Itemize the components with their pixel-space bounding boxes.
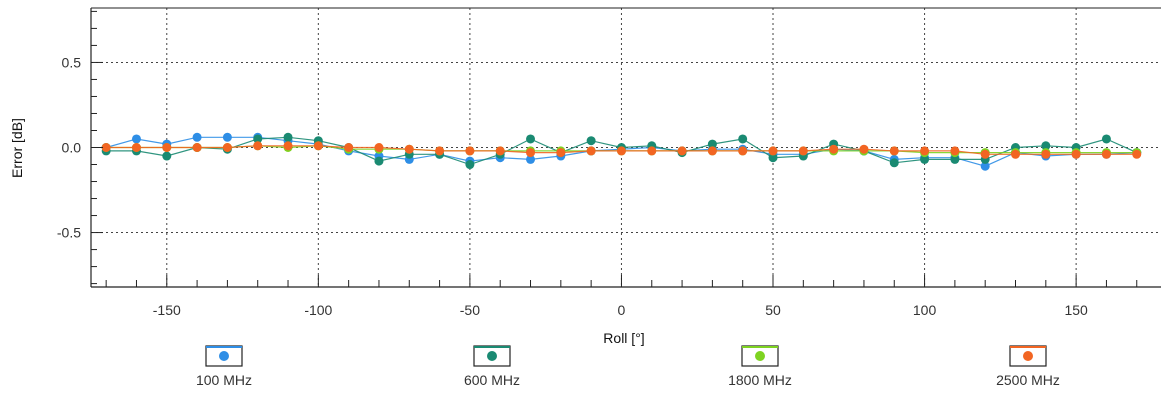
data-point-2500-mhz	[404, 144, 414, 154]
data-point-2500-mhz	[313, 141, 323, 151]
legend-marker	[755, 351, 765, 361]
legend-marker	[1023, 351, 1033, 361]
data-point-2500-mhz	[192, 143, 202, 152]
x-tick-label: -50	[460, 302, 480, 318]
data-point-2500-mhz	[738, 146, 748, 156]
data-point-2500-mhz	[798, 146, 808, 156]
data-point-2500-mhz	[465, 146, 475, 156]
axis-layer: -150 -100 -50 0 50 100 150 0.5 0.0 -0.5	[57, 7, 1161, 318]
data-point-2500-mhz	[162, 143, 172, 152]
data-point-600-mhz	[253, 134, 263, 144]
data-point-2500-mhz	[495, 146, 505, 156]
y-tick-label: 0.0	[62, 140, 82, 156]
data-point-2500-mhz	[647, 146, 657, 156]
data-point-100-mhz	[192, 132, 202, 142]
data-point-600-mhz	[283, 132, 293, 142]
data-point-2500-mhz	[586, 146, 596, 156]
data-point-2500-mhz	[222, 143, 232, 152]
data-point-2500-mhz	[950, 146, 960, 156]
data-point-2500-mhz	[829, 144, 839, 154]
data-point-600-mhz	[1041, 141, 1051, 151]
x-tick-label: 0	[618, 302, 626, 318]
data-point-2500-mhz	[1011, 149, 1021, 159]
y-tick-label: -0.5	[57, 225, 81, 241]
data-point-600-mhz	[374, 156, 384, 166]
data-point-2500-mhz	[980, 149, 990, 159]
data-point-600-mhz	[707, 139, 717, 149]
data-point-2500-mhz	[101, 143, 111, 152]
data-point-2500-mhz	[677, 146, 687, 156]
legend-item-100-mhz: 100 MHz	[196, 345, 252, 388]
legend-marker	[487, 351, 497, 361]
x-tick-label: -100	[304, 302, 332, 318]
series-layer	[101, 132, 1142, 171]
x-tick-label: 100	[913, 302, 937, 318]
legend-label: 2500 MHz	[996, 372, 1060, 388]
data-point-2500-mhz	[253, 141, 263, 151]
legend-label: 600 MHz	[464, 372, 520, 388]
data-point-600-mhz	[465, 160, 475, 170]
data-point-600-mhz	[920, 154, 930, 164]
y-tick-label: 0.5	[62, 54, 82, 70]
data-point-600-mhz	[526, 134, 536, 144]
data-point-2500-mhz	[1101, 149, 1111, 159]
data-point-100-mhz	[980, 161, 990, 171]
x-tick-label: -150	[153, 302, 181, 318]
x-axis-title: Roll [°]	[603, 330, 644, 346]
legend-item-1800-mhz: 1800 MHz	[728, 345, 792, 388]
data-point-2500-mhz	[283, 141, 293, 151]
data-point-2500-mhz	[859, 144, 869, 154]
legend-item-600-mhz: 600 MHz	[464, 345, 520, 388]
data-point-600-mhz	[768, 153, 778, 163]
data-point-2500-mhz	[556, 148, 566, 158]
data-point-2500-mhz	[131, 143, 141, 152]
data-point-600-mhz	[950, 154, 960, 164]
x-tick-label: 50	[765, 302, 781, 318]
legend-marker	[219, 351, 229, 361]
data-point-100-mhz	[222, 132, 232, 142]
data-point-2500-mhz	[374, 143, 384, 152]
data-point-2500-mhz	[768, 146, 778, 156]
y-axis-title: Error [dB]	[9, 118, 25, 178]
data-point-600-mhz	[1101, 134, 1111, 144]
data-point-2500-mhz	[435, 146, 445, 156]
legend-label: 100 MHz	[196, 372, 252, 388]
data-point-2500-mhz	[1071, 149, 1081, 159]
data-point-2500-mhz	[920, 146, 930, 156]
data-point-600-mhz	[162, 151, 172, 161]
data-point-2500-mhz	[1132, 149, 1142, 159]
legend: 100 MHz 600 MHz 1800 MHz 2500 MHz	[196, 345, 1060, 388]
data-point-2500-mhz	[889, 146, 899, 156]
data-point-2500-mhz	[344, 143, 354, 152]
legend-item-2500-mhz: 2500 MHz	[996, 345, 1060, 388]
data-point-2500-mhz	[1041, 149, 1051, 159]
x-tick-label: 150	[1064, 302, 1088, 318]
data-point-2500-mhz	[616, 146, 626, 156]
data-point-2500-mhz	[707, 146, 717, 156]
data-point-600-mhz	[586, 136, 596, 146]
data-point-100-mhz	[131, 134, 141, 144]
legend-label: 1800 MHz	[728, 372, 792, 388]
data-point-2500-mhz	[526, 148, 536, 158]
data-point-600-mhz	[889, 158, 899, 168]
data-point-100-mhz	[526, 154, 536, 164]
data-point-600-mhz	[738, 134, 748, 144]
